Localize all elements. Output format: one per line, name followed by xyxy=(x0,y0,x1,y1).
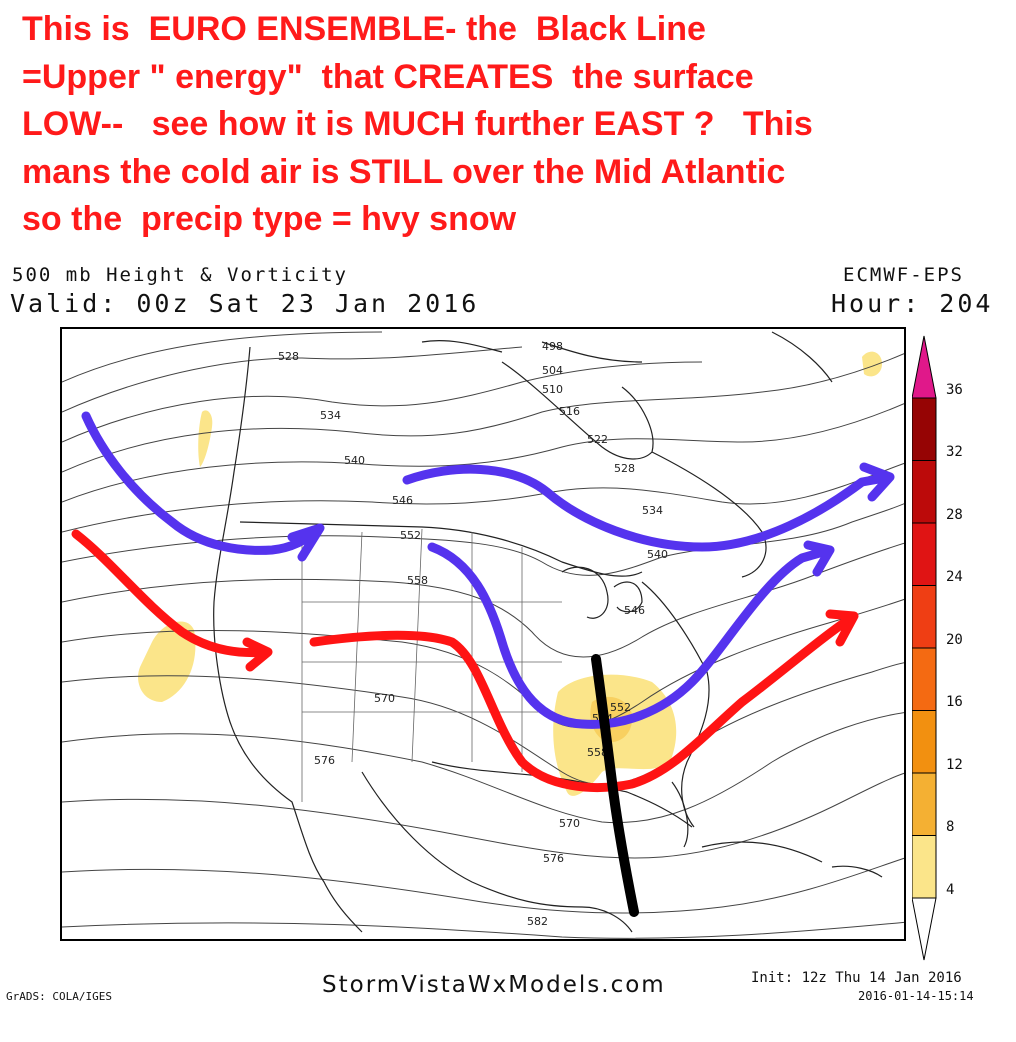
hudson-bay xyxy=(501,361,654,460)
cuba xyxy=(701,841,823,863)
red-arrow-west xyxy=(71,529,273,672)
colorbar-band xyxy=(912,835,937,899)
arctic-islands xyxy=(421,340,643,363)
colorbar-tick-label: 12 xyxy=(946,756,963,773)
site-watermark: StormVistaWxModels.com xyxy=(322,972,666,998)
blue-arrow-north xyxy=(81,411,325,562)
contour-label: 576 xyxy=(314,754,335,767)
colorbar-tick-label: 36 xyxy=(946,381,963,398)
greenland xyxy=(771,331,833,383)
contour-label: 570 xyxy=(374,692,395,705)
colorbar-band xyxy=(912,460,937,524)
state-lines xyxy=(301,528,562,802)
east-coast xyxy=(641,581,710,828)
contour-label: 510 xyxy=(542,383,563,396)
florida xyxy=(671,781,689,848)
vorticity-shading xyxy=(138,351,882,796)
colorbar-band xyxy=(912,710,937,774)
model-name: ECMWF-EPS xyxy=(843,264,964,286)
vorticity-blob-gulf xyxy=(198,410,213,467)
contour-label: 528 xyxy=(614,462,635,475)
contour-label: 552 xyxy=(610,701,631,714)
annotation-line-2: =Upper " energy" that CREATES the surfac… xyxy=(22,57,754,96)
annotation-line-4: mans the cold air is STILL over the Mid … xyxy=(22,152,786,191)
grads-credit: GrADS: COLA/IGES xyxy=(6,990,112,1003)
contour-label: 540 xyxy=(647,548,668,561)
height-contours xyxy=(62,331,904,939)
mexico-coast xyxy=(361,771,633,933)
vorticity-colorbar xyxy=(912,335,937,961)
map-canvas: 498 504 510 516 522 528 528 534 534 540 … xyxy=(62,331,904,939)
init-time: Init: 12z Thu 14 Jan 2016 xyxy=(751,970,962,986)
annotation-drawings xyxy=(71,411,895,917)
contour-label: 528 xyxy=(278,350,299,363)
timestamp: 2016-01-14-15:14 xyxy=(858,989,974,1003)
hispaniola xyxy=(831,865,883,878)
contour-label: 570 xyxy=(559,817,580,830)
red-arrow-trough xyxy=(309,609,859,792)
contour-label: 516 xyxy=(559,405,580,418)
valid-time: Valid: 00z Sat 23 Jan 2016 xyxy=(10,289,480,318)
contour-label: 522 xyxy=(587,433,608,446)
contour-label: 534 xyxy=(320,409,341,422)
colorbar-tick-label: 8 xyxy=(946,819,955,835)
west-coast xyxy=(213,346,363,933)
map-outlines xyxy=(213,331,883,933)
contour-label: 576 xyxy=(543,852,564,865)
contour-label: 546 xyxy=(392,494,413,507)
colorbar-tick-label: 24 xyxy=(946,569,963,585)
annotation-line-1: This is EURO ENSEMBLE- the Black Line xyxy=(22,10,706,48)
colorbar-band xyxy=(912,522,937,586)
contour-label: 546 xyxy=(624,604,645,617)
colorbar-bottom-cap xyxy=(912,897,937,961)
colorbar-tick-label: 20 xyxy=(946,631,963,648)
contour-labels: 498 504 510 516 522 528 528 534 534 540 … xyxy=(278,340,668,928)
colorbar-top-cap xyxy=(912,335,937,399)
product-title: 500 mb Height & Vorticity xyxy=(12,264,348,286)
map-panel: 498 504 510 516 522 528 528 534 534 540 … xyxy=(60,327,906,941)
contour-label: 582 xyxy=(527,915,548,928)
great-lakes xyxy=(561,566,643,619)
colorbar-tick-label: 16 xyxy=(946,694,963,710)
contour-label: 540 xyxy=(344,454,365,467)
colorbar-tick-label: 32 xyxy=(946,444,963,460)
vorticity-blob-pacific xyxy=(138,621,196,702)
black-trough-axis-line xyxy=(591,654,639,917)
colorbar-band xyxy=(912,397,937,461)
annotation-line-5: so the precip type = hvy snow xyxy=(22,200,517,238)
contour-label: 498 xyxy=(542,340,563,353)
colorbar-tick-label: 28 xyxy=(946,506,963,523)
contour-label: 534 xyxy=(642,504,663,517)
blue-arrow-east xyxy=(402,462,895,552)
colorbar-band xyxy=(912,772,937,836)
vorticity-blob-baffin xyxy=(862,351,882,377)
colorbar-band xyxy=(912,647,937,711)
colorbar-tick-label: 4 xyxy=(946,881,955,898)
colorbar-band xyxy=(912,585,937,649)
blue-arrow-trough xyxy=(427,540,835,729)
canada-us-border xyxy=(239,521,643,577)
annotation-text: This is EURO ENSEMBLE- the Black Line =U… xyxy=(22,6,1002,244)
gulf-coast xyxy=(431,761,693,828)
contour-label: 558 xyxy=(587,746,608,759)
contour-label: 552 xyxy=(400,529,421,542)
labrador xyxy=(651,451,767,578)
contour-label: 558 xyxy=(407,574,428,587)
forecast-hour: Hour: 204 xyxy=(831,289,994,318)
annotation-line-3: LOW-- see how it is MUCH further EAST ? … xyxy=(22,105,813,143)
contour-label: 504 xyxy=(542,364,563,377)
